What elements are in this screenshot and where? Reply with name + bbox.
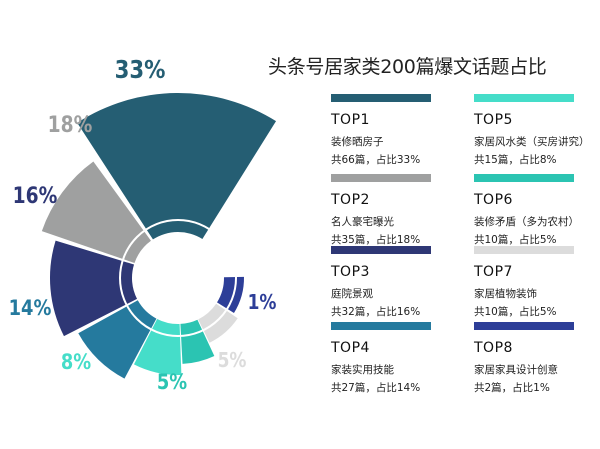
slice-value-label: 8% [61,350,91,375]
legend-rank: TOP6 [474,192,513,208]
slice-value-label: 18% [48,112,93,138]
legend-topic: 家居家具设计创意 [474,364,558,376]
legend-item-top3: TOP3 庭院景观共32篇，占比16% [331,246,471,319]
legend-item-top7: TOP7 家居植物装饰共10篇，占比5% [474,246,600,319]
legend-rank: TOP8 [474,340,513,356]
pie-slice-3 [49,240,138,337]
legend-stat: 共10篇，占比5% [474,306,557,318]
legend-stat: 共32篇，占比16% [331,306,421,318]
legend-stat: 共2篇，占比1% [474,382,550,394]
legend-color-bar [331,94,431,102]
legend-topic: 家装实用技能 [331,364,394,376]
legend-topic: 庭院景观 [331,288,373,300]
legend-item-top1: TOP1 装修晒房子共66篇，占比33% [331,94,471,167]
legend-color-bar [331,246,431,254]
legend-item-top6: TOP6 装修矛盾（多为农村） 共10篇，占比5% [474,174,600,247]
slice-value-label: 33% [115,55,166,84]
legend-stat: 共10篇，占比5% [474,234,557,246]
legend-rank: TOP2 [331,192,370,208]
legend-topic: 家居植物装饰 [474,288,537,300]
legend-rank: TOP1 [331,112,370,128]
legend-topic: 家居风水类（买房讲究） [474,136,590,148]
legend-topic: 名人豪宅曝光 [331,216,394,228]
legend-topic: 装修矛盾（多为农村） [474,216,579,228]
legend-color-bar [474,94,574,102]
slice-value-label: 5% [157,370,187,395]
legend-rank: TOP3 [331,264,370,280]
legend-rank: TOP4 [331,340,370,356]
legend-item-top5: TOP5 家居风水类（买房讲究） 共15篇，占比8% [474,94,600,167]
legend-color-bar [331,322,431,330]
legend-color-bar [474,322,574,330]
legend-stat: 共27篇，占比14% [331,382,421,394]
pie-slice-8 [217,276,244,313]
legend-stat: 共15篇，占比8% [474,154,557,166]
slice-value-label: 16% [13,183,58,209]
legend-color-bar [474,246,574,254]
legend-rank: TOP5 [474,112,513,128]
pie-slice-2 [41,161,151,264]
pie-slice-1 [77,93,277,240]
pie-slice-5 [133,318,182,375]
legend-stat: 共66篇，占比33% [331,154,421,166]
pie-slice-6 [180,319,215,364]
legend-stat: 共35篇，占比18% [331,234,421,246]
legend-item-top2: TOP2 名人豪宅曝光共35篇，占比18% [331,174,471,247]
chart-value-labels: 33% 18% 16% 14% 8% 5% 5% 1% [9,55,277,394]
legend-item-top8: TOP8 家居家具设计创意 共2篇，占比1% [474,322,600,395]
legend-color-bar [474,174,574,182]
pie-slice-7 [198,303,238,343]
legend-topic: 装修晒房子 [331,136,384,148]
slice-value-label: 14% [9,296,52,321]
decorative-ring [119,219,237,337]
legend-item-top4: TOP4 家装实用技能共27篇，占比14% [331,322,471,395]
legend-color-bar [331,174,431,182]
legend-rank: TOP7 [474,264,513,280]
slice-value-label: 1% [248,292,277,315]
chart-slices [41,93,277,379]
chart-title: 头条号居家类200篇爆文话题占比 [268,56,547,78]
slice-value-label: 5% [218,350,247,373]
